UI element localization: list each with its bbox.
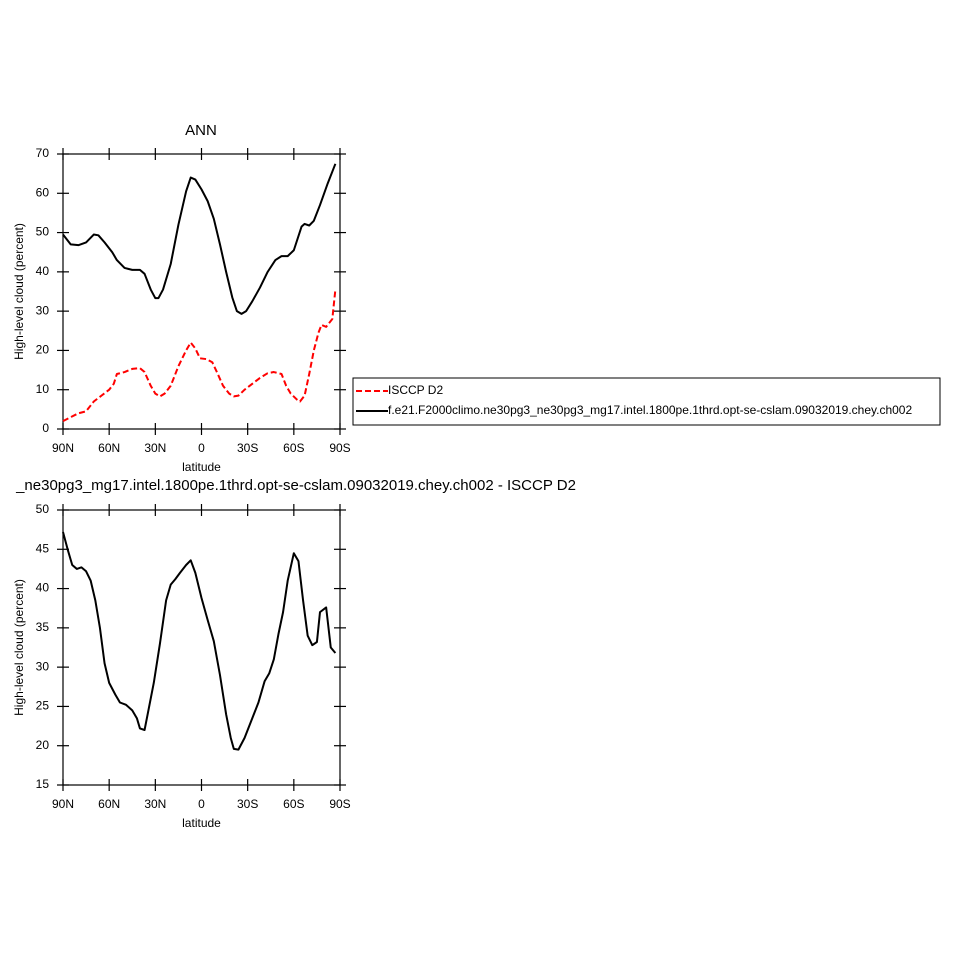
x-axis-label: latitude	[182, 816, 221, 830]
plot-frame	[62, 153, 341, 430]
x-tick-label: 30S	[237, 441, 258, 455]
x-axis-label: latitude	[182, 460, 221, 474]
legend-label: f.e21.F2000climo.ne30pg3_ne30pg3_mg17.in…	[388, 403, 912, 417]
x-tick-label: 90N	[52, 797, 74, 811]
x-tick-label: 60S	[283, 797, 304, 811]
y-tick-label: 70	[36, 146, 50, 160]
y-tick-label: 20	[36, 343, 50, 357]
x-tick-label: 90S	[329, 797, 350, 811]
y-tick-label: 40	[36, 581, 50, 595]
y-axis-label: High-level cloud (percent)	[12, 223, 26, 360]
x-tick-label: 90S	[329, 441, 350, 455]
x-tick-label: 60S	[283, 441, 304, 455]
y-tick-label: 15	[36, 777, 50, 791]
plot-frame	[62, 509, 341, 786]
y-tick-label: 50	[36, 502, 50, 516]
x-tick-label: 90N	[52, 441, 74, 455]
y-tick-label: 25	[36, 699, 50, 713]
y-tick-label: 30	[36, 659, 50, 673]
x-tick-label: 30N	[144, 441, 166, 455]
y-tick-label: 35	[36, 620, 50, 634]
y-axis-label: High-level cloud (percent)	[12, 579, 26, 716]
y-tick-label: 40	[36, 264, 50, 278]
chart-title: _ne30pg3_mg17.intel.1800pe.1thrd.opt-se-…	[15, 477, 576, 494]
legend-box	[352, 377, 941, 426]
x-tick-label: 30N	[144, 797, 166, 811]
y-tick-label: 10	[36, 382, 50, 396]
legend-label: ISCCP D2	[388, 383, 443, 397]
chart-title: ANN	[185, 122, 217, 139]
y-tick-label: 45	[36, 541, 50, 555]
x-tick-label: 0	[198, 797, 205, 811]
data-line	[62, 163, 337, 315]
y-tick-label: 0	[42, 421, 49, 435]
x-tick-label: 30S	[237, 797, 258, 811]
y-tick-label: 50	[36, 225, 50, 239]
x-tick-label: 60N	[98, 441, 120, 455]
y-tick-label: 60	[36, 185, 50, 199]
data-line	[62, 289, 337, 423]
x-tick-label: 0	[198, 441, 205, 455]
data-line	[62, 531, 337, 751]
y-tick-label: 20	[36, 738, 50, 752]
x-tick-label: 60N	[98, 797, 120, 811]
y-tick-label: 30	[36, 303, 50, 317]
